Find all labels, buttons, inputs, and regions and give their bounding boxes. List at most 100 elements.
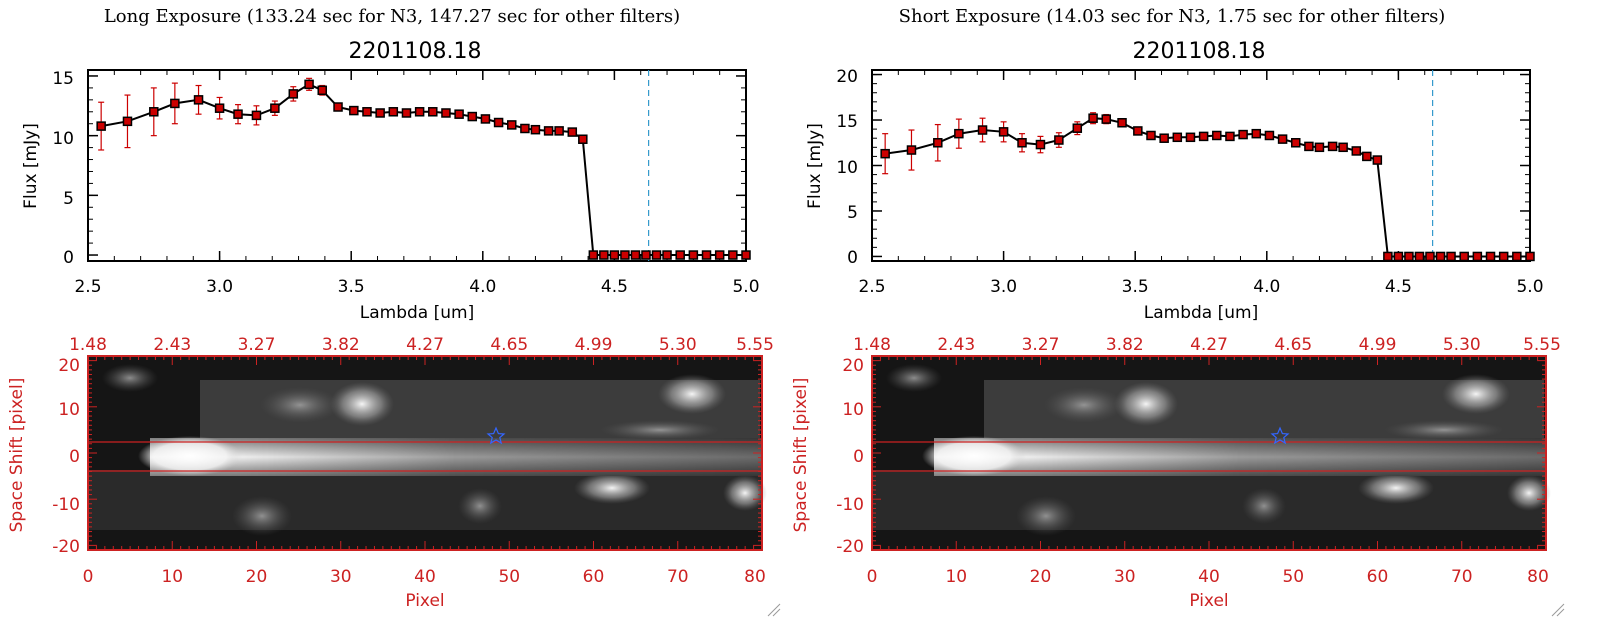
data-point xyxy=(954,128,964,139)
data-point xyxy=(467,111,478,122)
y-axis-label: Flux [mJy] xyxy=(805,123,825,209)
image-blob xyxy=(600,420,720,440)
shift-tick-label: 0 xyxy=(69,447,80,467)
data-point xyxy=(1225,131,1235,142)
data-point xyxy=(1362,151,1372,162)
pixel-tick-label: 50 xyxy=(498,567,520,587)
image-blob xyxy=(1507,475,1551,511)
x-axis-label: Lambda [um] xyxy=(1144,303,1258,323)
top-tick-label: 4.65 xyxy=(490,335,528,355)
data-point xyxy=(122,116,133,127)
shift-tick-label: -20 xyxy=(836,537,864,557)
y-tick-label: 20 xyxy=(836,67,858,87)
x-tick-label: 3.0 xyxy=(206,277,233,297)
series-line xyxy=(101,83,746,256)
data-point xyxy=(1212,130,1222,141)
data-point xyxy=(1327,141,1338,152)
pixel-tick-label: 50 xyxy=(1282,567,1304,587)
data-point xyxy=(1017,138,1027,148)
pixel-tick-label: 60 xyxy=(1367,567,1389,587)
image-haze xyxy=(872,470,1546,530)
image-blob xyxy=(260,387,340,423)
data-point xyxy=(441,108,451,118)
resize-grip-icon[interactable] xyxy=(767,603,781,617)
image-top-tick-labels: 1.48 2.43 3.27 3.82 4.27 4.65 4.99 5.30 … xyxy=(69,335,774,355)
data-point xyxy=(599,250,609,260)
pixel-tick-label: 30 xyxy=(330,567,352,587)
image-blob xyxy=(232,496,292,536)
data-point xyxy=(1404,251,1414,262)
spectrum-core xyxy=(138,436,242,476)
data-point xyxy=(630,250,641,260)
pixel-tick-label: 70 xyxy=(667,567,689,587)
image-blob xyxy=(658,374,726,414)
image-blob xyxy=(1242,488,1286,524)
shift-tick-label: 0 xyxy=(853,447,864,467)
pixel-tick-label: 20 xyxy=(246,567,268,587)
data-point xyxy=(530,124,541,135)
image-x-tick-labels: 0 10 20 30 40 50 60 70 80 xyxy=(83,567,766,587)
data-point xyxy=(1304,141,1314,152)
image-blob xyxy=(102,364,158,392)
data-point xyxy=(362,107,372,117)
x-tick-label: 5.0 xyxy=(1516,277,1543,297)
panel-title: Long Exposure (133.24 sec for N3, 147.27… xyxy=(104,6,680,27)
data-point xyxy=(349,105,359,116)
x-tick-label: 2.5 xyxy=(858,277,885,297)
y-tick-label: 15 xyxy=(836,112,858,132)
x-tick-label: 4.0 xyxy=(1253,277,1280,297)
data-point xyxy=(480,114,491,124)
data-point xyxy=(1512,251,1522,262)
data-point xyxy=(270,103,280,113)
data-point xyxy=(1446,251,1456,262)
data-point xyxy=(651,250,662,260)
source-star-icon xyxy=(486,426,506,445)
data-point xyxy=(1185,132,1196,143)
x-tick-label: 4.5 xyxy=(1385,277,1412,297)
image-top-tick-labels: 1.48 2.43 3.27 3.82 4.27 4.65 4.99 5.30 … xyxy=(853,335,1561,355)
pixel-tick-label: 80 xyxy=(1527,567,1549,587)
data-point xyxy=(1088,113,1098,123)
data-point xyxy=(1198,131,1209,142)
pixel-tick-label: 80 xyxy=(744,567,766,587)
x-tick-labels: 2.5 3.0 3.5 4.0 4.5 5.0 xyxy=(858,277,1543,297)
top-tick-label: 4.99 xyxy=(575,335,613,355)
data-point xyxy=(1459,251,1469,262)
shift-tick-label: 10 xyxy=(842,400,864,420)
plot-title: 2201108.18 xyxy=(1133,39,1266,64)
data-point xyxy=(520,123,530,134)
data-point xyxy=(1101,114,1111,124)
data-point xyxy=(714,250,725,260)
image-ticks xyxy=(87,355,763,551)
spectral-image xyxy=(871,355,1551,551)
data-point xyxy=(288,89,299,99)
data-point xyxy=(1117,118,1127,128)
y-tick-labels: 0 5 10 15 20 xyxy=(836,67,858,268)
y-tick-label: 5 xyxy=(63,189,74,209)
data-point xyxy=(317,85,327,96)
image-y-tick-labels: 20 10 0 -10 -20 xyxy=(836,356,864,557)
top-tick-label: 2.43 xyxy=(153,335,191,355)
data-point xyxy=(1172,132,1183,143)
panel-title: Short Exposure (14.03 sec for N3, 1.75 s… xyxy=(899,6,1446,27)
data-point xyxy=(728,250,738,260)
top-tick-label: 4.27 xyxy=(1190,335,1228,355)
pixel-tick-label: 20 xyxy=(1030,567,1052,587)
image-blob xyxy=(1358,472,1434,504)
x-tick-label: 4.0 xyxy=(469,277,496,297)
top-tick-label: 4.99 xyxy=(1359,335,1397,355)
data-point xyxy=(554,126,564,136)
top-tick-label: 5.55 xyxy=(1523,335,1561,355)
data-point xyxy=(578,134,588,144)
image-y-axis-label: Space Shift [pixel] xyxy=(791,378,811,533)
data-point xyxy=(233,109,243,119)
resize-grip-icon[interactable] xyxy=(1551,603,1565,617)
data-point xyxy=(1159,133,1169,143)
top-tick-label: 3.82 xyxy=(322,335,360,355)
image-blob xyxy=(330,382,394,426)
data-point xyxy=(998,127,1009,137)
source-star-icon xyxy=(1270,426,1290,445)
shift-tick-label: -10 xyxy=(52,495,80,515)
top-tick-label: 3.82 xyxy=(1106,335,1144,355)
